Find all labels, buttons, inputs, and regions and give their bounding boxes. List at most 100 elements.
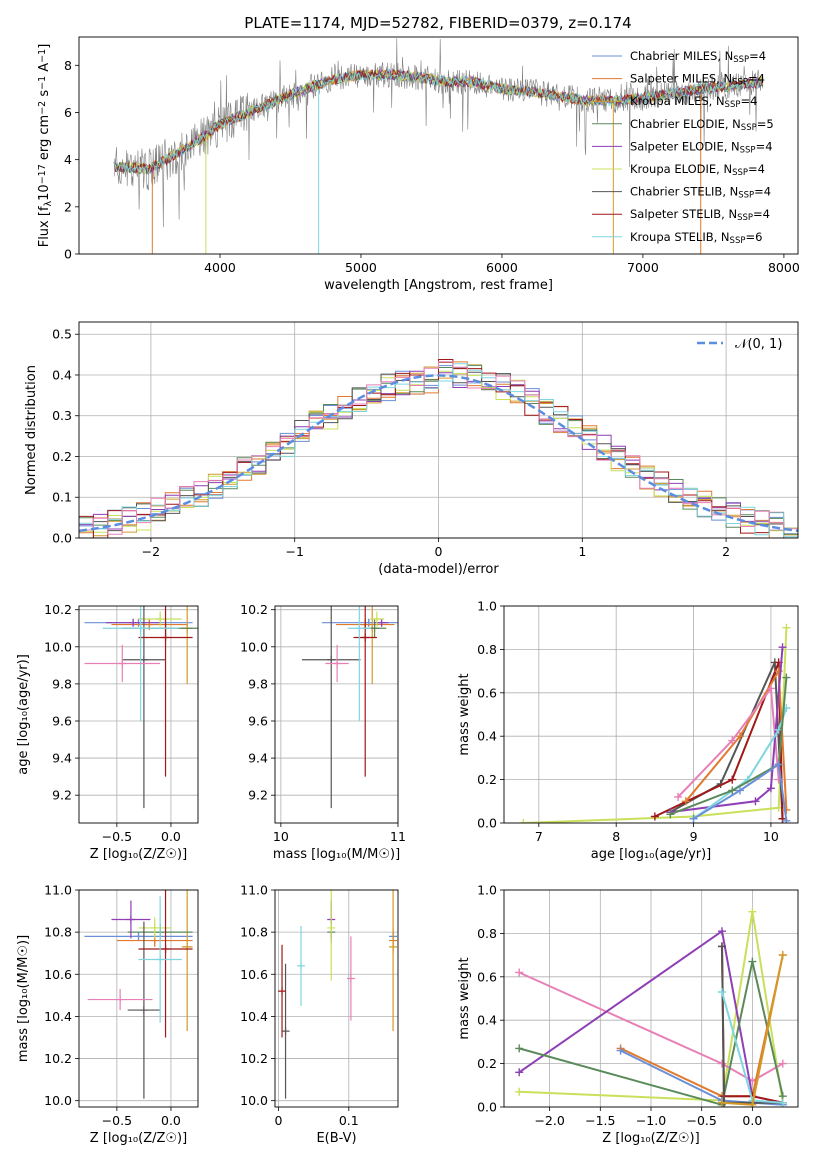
axes-frame (274, 605, 399, 824)
weight-point-marker (778, 643, 787, 652)
tick-label-y: 10.2 (240, 602, 268, 617)
x-axis-label: E(B-V) (316, 1131, 356, 1146)
panel-mass_vs_Z: −0.5 0.0 10.0 10.2 10.4 10.6 10.8 11.0 Z [log₁₀(… (16, 883, 199, 1146)
tick-label-y: 10.8 (44, 925, 72, 940)
ticks-weight_vs_age: 7 8 9 10 0.0 0.2 0.4 0.6 0.8 1.0 (477, 599, 779, 845)
legend-subscript: SSP (738, 191, 754, 201)
weight-series-line (519, 911, 784, 1103)
y-label-part: A (37, 63, 52, 76)
data-point-marker (156, 955, 165, 964)
legend-entry: Chabrier STELIB, NSSP=4 (630, 185, 771, 201)
tick-label-x: −1 (285, 544, 303, 559)
x-axis-label: Z [log₁₀(Z/Z☉)] (602, 1131, 699, 1146)
panel-age_vs_mass: 10 11 9.2 9.4 9.6 9.8 10.0 10.2 mass [log₁₀(M/M☉… (240, 602, 406, 862)
tick-label-y: 11.0 (44, 883, 72, 898)
legend-entry: Salpeter STELIB, NSSP=4 (630, 207, 770, 223)
tick-label-y: 10.6 (44, 967, 72, 982)
panel-mass_vs_ebv: 0 0.1 10.0 10.2 10.4 10.6 10.8 11.0 E(B-V) (240, 883, 399, 1146)
tick-label-y: 11.0 (240, 883, 268, 898)
weight-point-marker (717, 987, 726, 996)
weight-point-marker (735, 732, 744, 741)
plot-area-weight_vs_age (519, 623, 791, 823)
y-axis-label: mass weight (457, 673, 472, 755)
weight-series-line (620, 1049, 783, 1106)
weight-series-line (693, 762, 788, 821)
legend-entry: Kroupa MILES, NSSP=4 (630, 94, 757, 110)
plot-area-spectrum (113, 38, 764, 254)
data-point-marker (327, 923, 336, 932)
weight-point-marker (778, 951, 787, 960)
tick-label-y: 0.5 (52, 327, 72, 342)
legend-entry: 𝒩(0, 1) (735, 337, 782, 352)
weight-point-marker (778, 1059, 787, 1068)
legend-entry: Salpeter MILES, NSSP=4 (630, 72, 765, 88)
plot-area-weight_vs_Z (515, 907, 787, 1107)
tick-label-y: 0.2 (477, 772, 497, 787)
data-point-marker (118, 659, 127, 668)
y-label-part: −2 (37, 101, 48, 115)
weight-point-marker (748, 957, 757, 966)
tick-label-y: 0.4 (477, 729, 497, 744)
tick-label-y: 0.0 (477, 816, 497, 831)
y-label-part: erg cm (37, 115, 52, 164)
legend-model-name: Chabrier ELODIE, N (630, 117, 741, 131)
tick-label-x: 7000 (627, 260, 659, 275)
weight-point-marker (782, 673, 791, 682)
legend-nssp-value: =4 (748, 72, 765, 86)
data-point-marker (370, 624, 379, 633)
chart-title: PLATE=1174, MJD=52782, FIBERID=0379, z=0… (244, 14, 631, 32)
data-point-marker (145, 620, 154, 629)
axes-frame (274, 889, 399, 1108)
tick-label-x: 10 (273, 829, 289, 844)
tick-label-y: 10.8 (240, 925, 268, 940)
data-point-marker (346, 974, 355, 983)
weight-point-marker (515, 1087, 524, 1096)
tick-label-y: 0.4 (477, 1013, 497, 1028)
tick-label-x: 1 (578, 544, 586, 559)
tick-label-y: 10.6 (240, 967, 268, 982)
tick-label-x: 4000 (204, 260, 236, 275)
tick-label-x: 0.0 (161, 1113, 181, 1128)
x-axis-label: wavelength [Angstrom, rest frame] (324, 278, 553, 293)
tick-label-y: 10.0 (44, 1093, 72, 1108)
weight-point-marker (717, 927, 726, 936)
data-point-marker (150, 923, 159, 932)
data-point-marker (377, 618, 386, 627)
tick-label-y: 9.6 (248, 713, 268, 728)
y-axis-label: age [log₁₀(age/yr)] (16, 654, 31, 775)
legend-model-name: Salpeter ELODIE, N (630, 139, 740, 153)
tick-label-y: 0.3 (52, 408, 72, 423)
axes-frame (503, 889, 799, 1108)
tick-label-y: 10.2 (240, 1051, 268, 1066)
tick-label-y: 10.0 (44, 639, 72, 654)
ticks-residuals: −2 −1 0 1 2 0.0 0.1 0.2 0.3 0.4 0.5 (52, 327, 730, 559)
data-point-marker (355, 624, 364, 633)
ticks-age_vs_Z: −0.5 0.0 9.2 9.4 9.6 9.8 10.0 10.2 (44, 602, 181, 844)
weight-point-marker (778, 1098, 787, 1107)
tick-label-x: −2 (142, 544, 160, 559)
tick-label-y: 10.2 (44, 602, 72, 617)
legend-entry: Kroupa STELIB, NSSP=6 (630, 230, 762, 246)
tick-label-y: 9.8 (52, 676, 72, 691)
legend-nssp-value: =4 (756, 139, 773, 153)
grid-age_vs_Z (79, 606, 198, 823)
weight-point-marker (735, 786, 744, 795)
axes-frame (503, 605, 799, 824)
data-point-marker (126, 915, 135, 924)
tick-label-y: 0.2 (52, 449, 72, 464)
y-label-part: 10 (37, 184, 52, 201)
legend-nssp-value: =6 (745, 230, 762, 244)
y-label-part: −17 (37, 164, 48, 184)
plot-area-age_vs_Z (84, 606, 198, 809)
chart-layer: 4000 5000 6000 7000 8000 0 2 4 6 8 wavelength [Ang… (16, 36, 800, 1146)
weight-point-marker (666, 810, 675, 819)
weight-point-marker (616, 1046, 625, 1055)
tick-label-y: 8 (64, 58, 72, 73)
tick-label-y: 9.2 (248, 788, 268, 803)
legend-subscript: SSP (732, 168, 748, 178)
model-spectrum-kroupa-stelib (113, 69, 764, 175)
tick-label-y: 4 (64, 152, 72, 167)
panel-age_vs_Z: −0.5 0.0 9.2 9.4 9.6 9.8 10.0 10.2 Z [log₁₀(Z/Z☉… (16, 602, 199, 862)
